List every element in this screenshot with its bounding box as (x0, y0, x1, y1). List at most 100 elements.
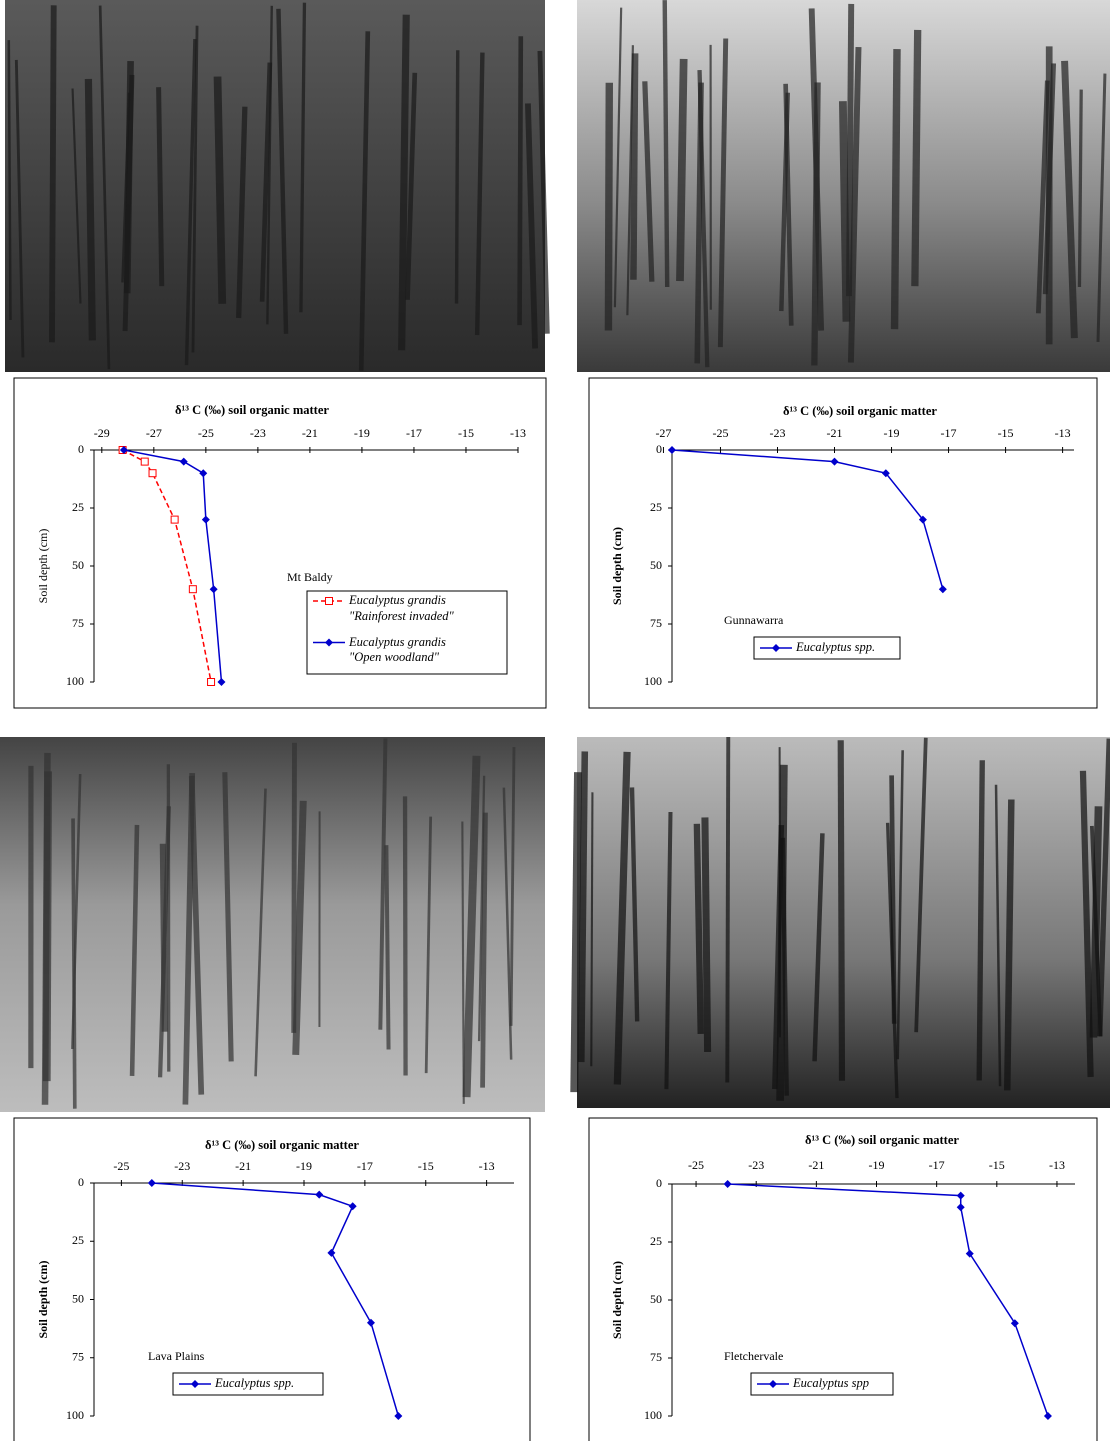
x-tick-label: -19 (354, 426, 370, 440)
tree-trunk (776, 764, 788, 1101)
y-tick-label: 50 (650, 558, 662, 572)
tree-trunk (14, 59, 25, 358)
tree-trunk (49, 5, 57, 343)
x-tick-label: -25 (113, 1159, 129, 1173)
tree-trunk (779, 92, 790, 312)
y-tick-label: 100 (644, 1408, 662, 1422)
tree-trunk (994, 784, 1002, 1087)
tree-trunk (846, 3, 855, 297)
x-tick-label: -25 (198, 426, 214, 440)
x-tick-label: -15 (418, 1159, 434, 1173)
x-tick-label: -17 (406, 426, 422, 440)
tree-trunk (976, 760, 985, 1081)
annotation: Lava Plains (148, 1349, 205, 1363)
tree-trunk (222, 772, 234, 1062)
tree-trunk (509, 747, 516, 1026)
x-tick-label: -19 (296, 1159, 312, 1173)
y-axis-label: Soil depth (cm) (610, 527, 624, 605)
photo-texture (7, 0, 1110, 1109)
tree-trunk (613, 7, 623, 308)
x-tick-label: -21 (808, 1158, 824, 1172)
tree-trunk (398, 14, 410, 351)
tree-trunk (156, 87, 165, 287)
y-tick-label: 25 (72, 1233, 84, 1247)
y-tick-label: 0 (78, 442, 84, 456)
marker (148, 469, 157, 478)
tree-trunk (717, 38, 729, 348)
chart-title: δ¹³ C (‰) soil organic matter (205, 1138, 359, 1152)
series-line (727, 1183, 1049, 1417)
x-tick-label: -15 (989, 1158, 1005, 1172)
x-tick-label: -17 (941, 426, 957, 440)
tree-trunk (236, 106, 248, 319)
x-tick-label: -23 (250, 426, 266, 440)
x-tick-label: -13 (1055, 426, 1071, 440)
marker (938, 585, 947, 594)
marker (147, 1179, 156, 1187)
legend-label: Eucalyptus spp. (215, 1376, 295, 1391)
marker (366, 1318, 375, 1327)
legend-box (306, 590, 508, 675)
tree-trunk (1077, 89, 1083, 288)
tree-trunk (847, 46, 862, 363)
tree-trunk (1089, 806, 1103, 1038)
tree-trunk (98, 5, 111, 370)
x-tick-label: -13 (1049, 1158, 1065, 1172)
x-tick-label: -15 (998, 426, 1014, 440)
marker (830, 457, 839, 466)
tree-trunk (517, 36, 524, 326)
marker (327, 1248, 336, 1257)
marker (170, 515, 179, 524)
tree-trunk (424, 816, 433, 1074)
y-tick-label: 100 (644, 674, 662, 688)
tree-trunk (896, 750, 904, 1060)
y-tick-label: 0 (656, 1176, 662, 1190)
y-axis-label: Soil depth (cm) (610, 1261, 624, 1339)
tree-trunk (701, 817, 712, 1053)
tree-trunk (578, 751, 589, 1063)
tree-trunk (1003, 799, 1015, 1091)
tree-trunk (480, 812, 488, 1088)
chart-title: δ¹³ C (‰) soil organic matter (783, 404, 937, 418)
legend-box (750, 1372, 894, 1396)
tree-trunk (474, 52, 485, 336)
y-tick-label: 75 (650, 616, 662, 630)
tree-trunk (676, 58, 688, 282)
tree-trunk (1042, 63, 1057, 295)
x-tick-label: -27 (655, 426, 671, 440)
marker (348, 1202, 357, 1211)
marker (207, 678, 216, 686)
tree-trunk (1096, 73, 1107, 342)
x-tick-label: -21 (235, 1159, 251, 1173)
x-tick-label: -19 (869, 1158, 885, 1172)
marker (881, 469, 890, 478)
tree-trunk (184, 39, 197, 366)
tree-trunk (213, 76, 227, 304)
legend-marker (769, 1380, 777, 1388)
x-tick-label: -17 (357, 1159, 373, 1173)
marker (119, 446, 128, 454)
legend-box (753, 636, 901, 660)
y-tick-label: 25 (650, 500, 662, 514)
y-axis-label: Soil depth (cm) (36, 1260, 50, 1338)
marker (201, 515, 210, 524)
x-tick-label: -25 (688, 1158, 704, 1172)
annotation: Mt Baldy (287, 570, 333, 584)
y-axis-label: Soil depth (cm) (36, 529, 50, 604)
tree-trunk (402, 796, 408, 1076)
legend-label: Eucalyptus grandis "Open woodland" (349, 634, 446, 665)
legend-label: Eucalyptus spp (793, 1376, 870, 1391)
y-tick-label: 75 (72, 1350, 84, 1364)
tree-trunk (71, 773, 82, 1050)
marker (1010, 1319, 1019, 1328)
x-tick-label: -27 (146, 426, 162, 440)
x-tick-label: -13 (479, 1159, 495, 1173)
tree-trunk (662, 0, 670, 288)
x-tick-label: -19 (884, 426, 900, 440)
tree-trunk (1097, 738, 1110, 1037)
marker (1043, 1412, 1052, 1420)
x-tick-label: -25 (712, 426, 728, 440)
tree-trunk (725, 736, 731, 1083)
legend-label: Eucalyptus grandis "Rainforest invaded" (349, 593, 454, 623)
